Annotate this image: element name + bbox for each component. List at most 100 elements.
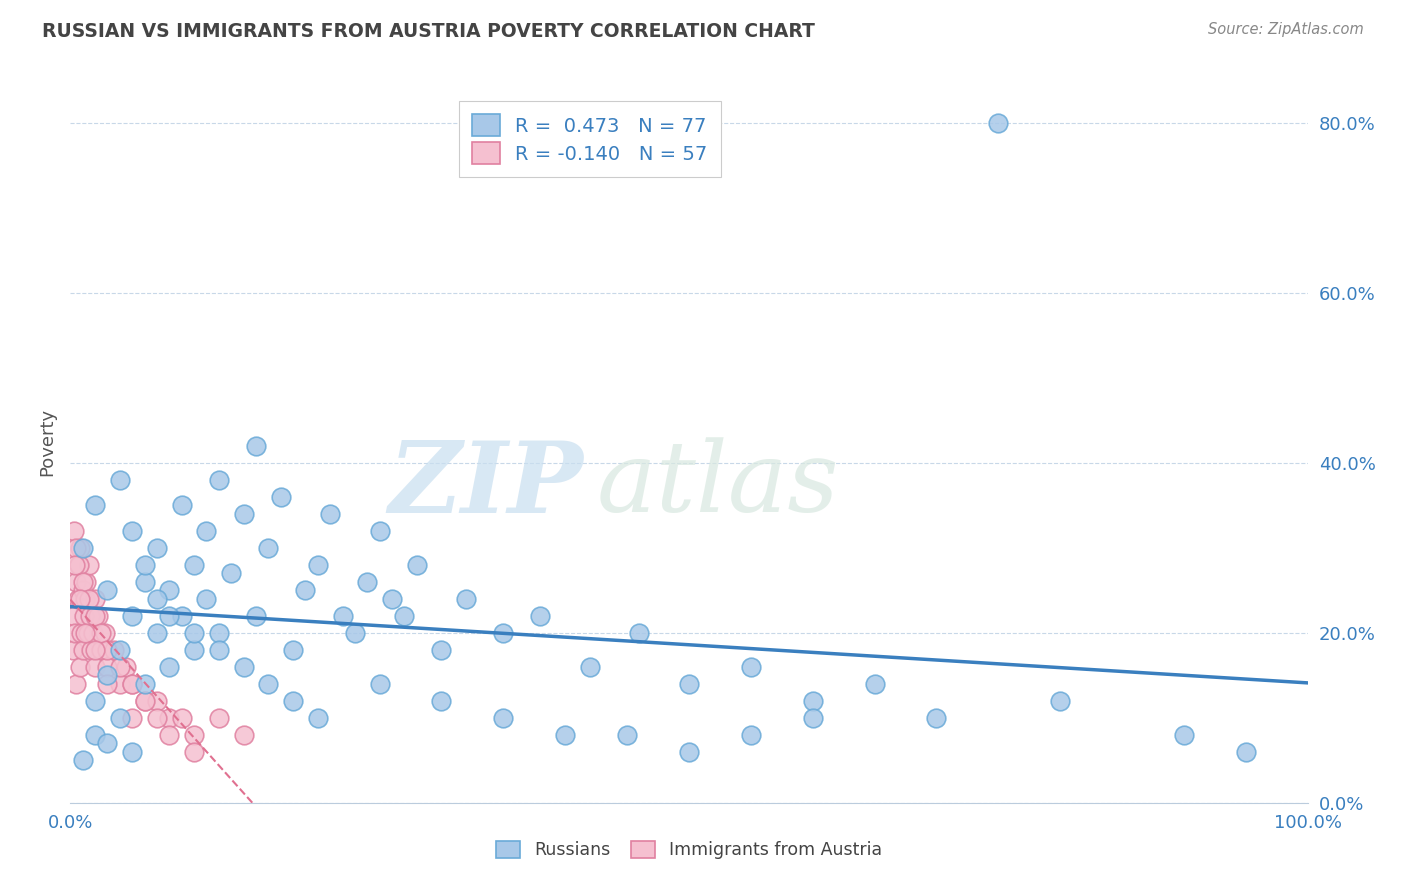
Point bbox=[66, 591, 89, 606]
Point bbox=[75, 625, 97, 640]
Point bbox=[740, 728, 762, 742]
Point bbox=[69, 591, 91, 606]
Point bbox=[108, 677, 131, 691]
Point bbox=[134, 694, 156, 708]
Point bbox=[678, 677, 700, 691]
Text: RUSSIAN VS IMMIGRANTS FROM AUSTRIA POVERTY CORRELATION CHART: RUSSIAN VS IMMIGRANTS FROM AUSTRIA POVER… bbox=[42, 22, 815, 41]
Point bbox=[270, 490, 292, 504]
Point bbox=[1234, 745, 1257, 759]
Point bbox=[96, 677, 118, 691]
Point bbox=[108, 711, 131, 725]
Point bbox=[146, 541, 169, 555]
Point bbox=[257, 541, 280, 555]
Point bbox=[84, 642, 107, 657]
Point bbox=[157, 660, 180, 674]
Point bbox=[134, 574, 156, 589]
Point bbox=[84, 728, 107, 742]
Point bbox=[84, 608, 107, 623]
Point bbox=[96, 642, 118, 657]
Point bbox=[84, 694, 107, 708]
Point bbox=[183, 558, 205, 572]
Point bbox=[208, 642, 231, 657]
Point bbox=[492, 625, 515, 640]
Point bbox=[134, 558, 156, 572]
Point bbox=[170, 711, 193, 725]
Point bbox=[232, 728, 254, 742]
Point bbox=[319, 507, 342, 521]
Point bbox=[146, 711, 169, 725]
Point bbox=[801, 694, 824, 708]
Point bbox=[381, 591, 404, 606]
Point bbox=[108, 642, 131, 657]
Point bbox=[146, 591, 169, 606]
Point bbox=[94, 625, 117, 640]
Point bbox=[121, 677, 143, 691]
Point bbox=[134, 677, 156, 691]
Point bbox=[73, 608, 96, 623]
Point bbox=[108, 473, 131, 487]
Point bbox=[628, 625, 651, 640]
Point bbox=[554, 728, 576, 742]
Point bbox=[232, 660, 254, 674]
Point bbox=[987, 116, 1010, 130]
Point bbox=[121, 524, 143, 538]
Point bbox=[72, 642, 94, 657]
Point bbox=[67, 558, 90, 572]
Point bbox=[1049, 694, 1071, 708]
Point bbox=[65, 558, 87, 572]
Point bbox=[170, 608, 193, 623]
Point bbox=[77, 591, 100, 606]
Point bbox=[72, 583, 94, 598]
Legend: Russians, Immigrants from Austria: Russians, Immigrants from Austria bbox=[489, 834, 889, 866]
Point bbox=[65, 541, 87, 555]
Point bbox=[170, 498, 193, 512]
Point bbox=[157, 711, 180, 725]
Point bbox=[77, 558, 100, 572]
Point bbox=[62, 642, 84, 657]
Point bbox=[208, 625, 231, 640]
Point bbox=[103, 642, 125, 657]
Point bbox=[121, 745, 143, 759]
Point bbox=[183, 728, 205, 742]
Point bbox=[245, 608, 267, 623]
Point bbox=[90, 625, 112, 640]
Point bbox=[183, 642, 205, 657]
Point bbox=[80, 642, 103, 657]
Y-axis label: Poverty: Poverty bbox=[38, 408, 56, 475]
Point bbox=[79, 608, 101, 623]
Point bbox=[257, 677, 280, 691]
Text: atlas: atlas bbox=[596, 437, 839, 533]
Point bbox=[208, 473, 231, 487]
Point bbox=[430, 642, 453, 657]
Point bbox=[740, 660, 762, 674]
Point bbox=[65, 677, 87, 691]
Point bbox=[183, 745, 205, 759]
Point bbox=[1173, 728, 1195, 742]
Point bbox=[368, 677, 391, 691]
Point bbox=[307, 711, 329, 725]
Point bbox=[356, 574, 378, 589]
Point bbox=[63, 524, 86, 538]
Point bbox=[96, 668, 118, 682]
Point bbox=[925, 711, 948, 725]
Point bbox=[96, 583, 118, 598]
Point bbox=[84, 660, 107, 674]
Point bbox=[219, 566, 242, 581]
Point bbox=[121, 677, 143, 691]
Point bbox=[294, 583, 316, 598]
Point bbox=[195, 524, 218, 538]
Point bbox=[430, 694, 453, 708]
Point bbox=[121, 711, 143, 725]
Point bbox=[146, 625, 169, 640]
Point bbox=[157, 583, 180, 598]
Point bbox=[405, 558, 427, 572]
Point bbox=[115, 660, 138, 674]
Point bbox=[96, 736, 118, 750]
Point bbox=[343, 625, 366, 640]
Point bbox=[86, 608, 108, 623]
Point bbox=[801, 711, 824, 725]
Point bbox=[245, 439, 267, 453]
Point bbox=[75, 574, 97, 589]
Point bbox=[307, 558, 329, 572]
Point bbox=[76, 625, 98, 640]
